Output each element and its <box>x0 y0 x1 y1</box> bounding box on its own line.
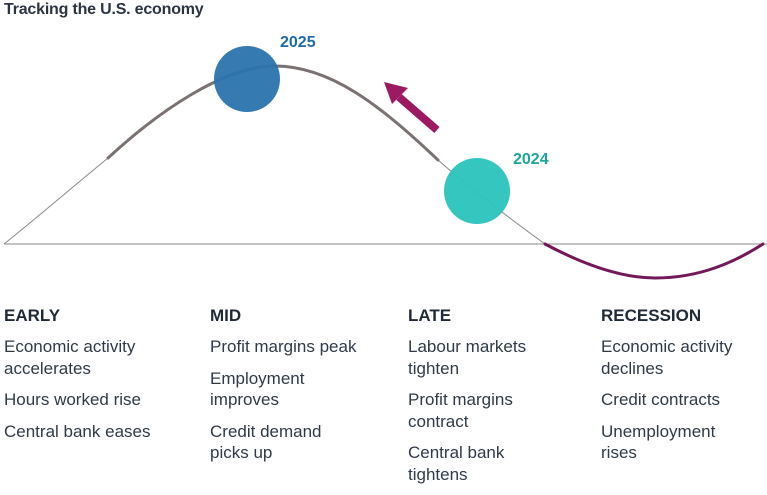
curve-recession <box>543 242 765 280</box>
phase-recession-heading: RECESSION <box>601 306 702 325</box>
phase-late-item: Central bank tightens <box>408 443 505 484</box>
phase-early-heading: EARLY <box>4 306 61 325</box>
phase-recession-item: Unemployment rises <box>601 421 716 463</box>
marker-2025 <box>214 46 280 112</box>
phase-early-item: Hours worked rise <box>4 390 141 409</box>
phase-late-heading: LATE <box>408 306 452 325</box>
phase-descriptions: EARLY Economic activity accelerates Hour… <box>0 306 767 490</box>
business-cycle-diagram: 2025 2024 <box>3 34 767 280</box>
phase-early: EARLY Economic activity accelerates Hour… <box>4 306 189 452</box>
phase-late: LATE Labour markets tighten Profit margi… <box>408 306 593 495</box>
page-title: Tracking the U.S. economy <box>4 1 204 18</box>
marker-2024-label: 2024 <box>513 151 549 168</box>
phase-recession-item: Economic activity declines <box>601 337 733 378</box>
phase-mid-item: Profit margins peak <box>210 337 357 356</box>
phase-late-item: Labour markets tighten <box>408 337 527 378</box>
phase-mid-item: Employment improves <box>210 368 305 410</box>
marker-2024 <box>444 158 510 224</box>
phase-late-item: Profit margins contract <box>408 390 513 431</box>
phase-recession-item: Credit contracts <box>601 390 721 409</box>
direction-arrow <box>384 82 440 134</box>
phase-mid-item: Credit demand picks up <box>210 421 322 463</box>
phase-early-item: Central bank eases <box>4 421 151 441</box>
curve-early-thin <box>3 157 109 245</box>
phase-recession: RECESSION Economic activity declines Cre… <box>601 306 767 474</box>
phase-mid: MID Profit margins peak Employment impro… <box>210 306 395 474</box>
phase-early-item: Economic activity accelerates <box>4 337 136 378</box>
marker-2025-label: 2025 <box>280 34 316 51</box>
phase-mid-heading: MID <box>210 306 242 325</box>
